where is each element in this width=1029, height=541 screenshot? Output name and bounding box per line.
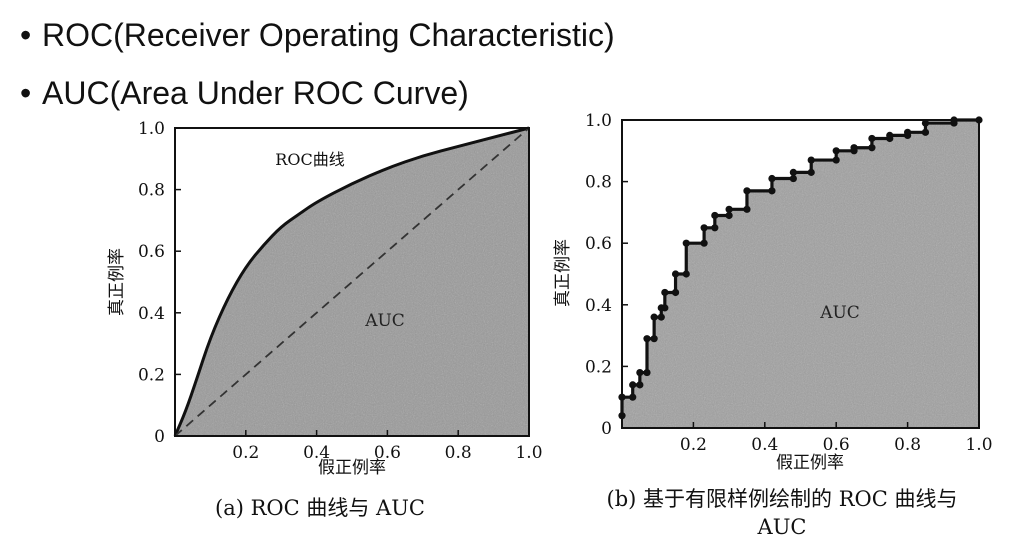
roc-point: [700, 239, 708, 247]
roc-point: [671, 270, 680, 278]
x-tick-label: 1.0: [965, 435, 992, 455]
y-tick-label: 1.0: [585, 111, 612, 131]
roc-point: [636, 381, 644, 389]
roc-point: [643, 335, 651, 343]
random-guess-diagonal: [174, 127, 530, 437]
roc-point: [904, 128, 912, 136]
y-tick-label: 0.8: [138, 181, 165, 201]
auc-label: AUC: [364, 311, 405, 331]
y-tick-label: 0.8: [585, 173, 612, 193]
y-axis-label: 真正例率: [107, 248, 127, 316]
roc-point: [725, 211, 733, 220]
roc-point: [789, 168, 797, 176]
roc-point: [921, 119, 930, 127]
roc-point: [711, 224, 719, 232]
roc-point: [643, 368, 651, 377]
roc-point: [661, 288, 669, 297]
x-tick-label: 0.6: [374, 443, 401, 463]
roc-point: [711, 211, 719, 220]
x-axis-label: 假正例率: [318, 458, 386, 478]
x-axis-label: 假正例率: [776, 453, 844, 473]
roc-point: [743, 187, 751, 195]
plot-frame: [621, 119, 980, 429]
bullet-dot: •: [20, 75, 32, 111]
bullet-dot: •: [20, 17, 32, 53]
x-tick-label: 0.4: [303, 443, 330, 463]
roc-point: [868, 134, 876, 143]
roc-point: [807, 168, 815, 176]
roc-point: [682, 270, 690, 278]
roc-point: [832, 147, 840, 155]
curve-label: ROC曲线: [275, 150, 344, 169]
bullet-auc-text: AUC(Area Under ROC Curve): [42, 75, 469, 111]
bullet-roc-text: ROC(Receiver Operating Characteristic): [42, 17, 615, 53]
roc-point: [636, 368, 644, 377]
roc-point: [650, 313, 658, 321]
roc-point: [657, 313, 665, 321]
y-tick-label: 0.6: [585, 234, 612, 254]
y-tick-label: 0.6: [138, 242, 165, 262]
y-tick-label: 0.2: [138, 365, 165, 385]
roc-point: [789, 174, 797, 183]
auc-label: AUC: [819, 303, 860, 323]
caption-b: (b) 基于有限样例绘制的 ROC 曲线与 AUC: [606, 487, 958, 539]
roc-point: [868, 144, 876, 152]
y-tick-label: 0: [154, 427, 165, 447]
plot-frame: [174, 127, 530, 437]
roc-point: [832, 156, 840, 164]
x-tick-label: 0.8: [445, 443, 472, 463]
roc-point: [768, 187, 776, 195]
region-above-curve: [175, 128, 529, 436]
roc-point: [921, 128, 930, 136]
roc-point: [661, 304, 669, 312]
roc-chart-b: 0.2 0.4 0.6 0.8 1.0 0 0.2 0.4 0.6 0.8 1.0 假正例率 真正例率 A…: [553, 111, 993, 473]
y-tick-label: 0: [601, 419, 612, 439]
region-above-curve: [622, 120, 979, 416]
roc-point: [682, 239, 690, 247]
roc-chart-a: 0.2 0.4 0.6 0.8 1.0 0 0.2 0.4 0.6 0.8 1.0 假正例率 真正例率 R…: [107, 119, 543, 478]
roc-point: [850, 144, 858, 152]
caption-a: (a) ROC 曲线与 AUC: [215, 496, 425, 520]
roc-point: [629, 393, 637, 401]
y-axis-label: 真正例率: [553, 239, 573, 307]
roc-point: [629, 381, 637, 389]
roc-point: [743, 205, 751, 213]
y-tick-label: 0.4: [585, 296, 612, 316]
roc-point: [700, 224, 708, 232]
bullet-list: • ROC(Receiver Operating Characteristic) …: [20, 6, 615, 122]
roc-point: [725, 205, 733, 213]
x-tick-label: 0.2: [232, 443, 259, 463]
x-tick-label: 0.2: [680, 435, 707, 455]
y-tick-label: 0.2: [585, 357, 612, 377]
roc-point: [807, 156, 815, 164]
roc-point: [671, 288, 680, 297]
y-tick-label: 0.4: [138, 304, 165, 324]
roc-point: [768, 174, 776, 183]
x-tick-label: 0.8: [894, 435, 921, 455]
roc-curve: [173, 126, 530, 437]
x-tick-label: 0.6: [823, 435, 850, 455]
roc-point: [886, 131, 894, 139]
bullet-auc: • AUC(Area Under ROC Curve): [20, 64, 615, 122]
roc-point: [650, 335, 658, 343]
y-tick-label: 1.0: [138, 119, 165, 139]
bullet-roc: • ROC(Receiver Operating Characteristic): [20, 6, 615, 64]
x-tick-label: 0.4: [751, 435, 778, 455]
x-tick-label: 1.0: [515, 443, 542, 463]
